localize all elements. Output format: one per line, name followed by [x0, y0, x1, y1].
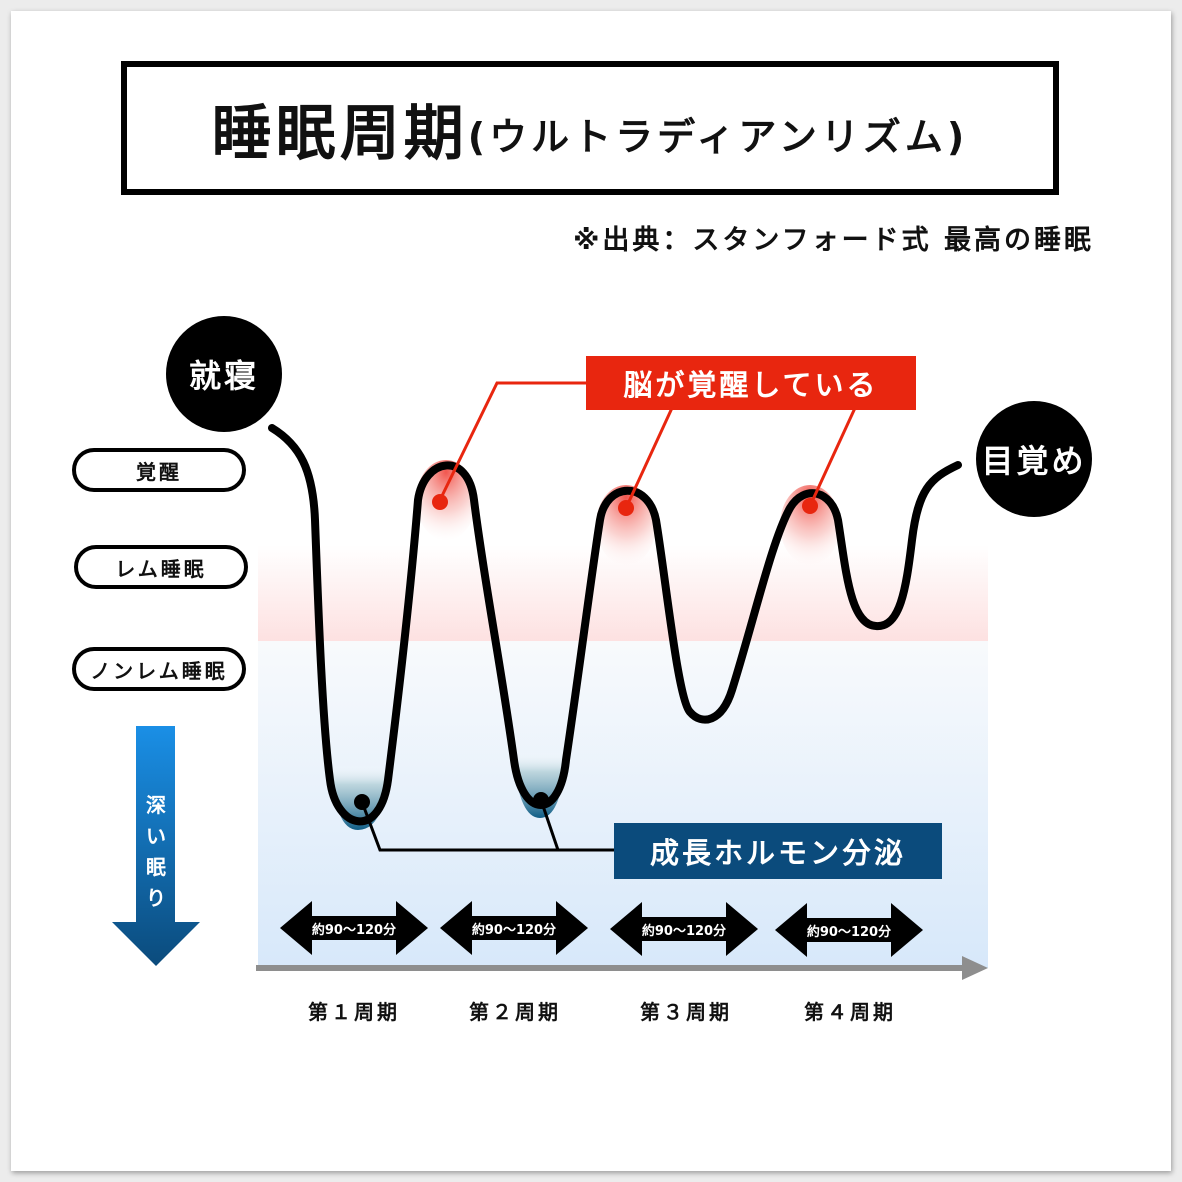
- level-rem: レム睡眠: [74, 545, 248, 589]
- source-note: ※出典：スタンフォード式 最高の睡眠: [573, 225, 1094, 256]
- hormone-dot-2: [533, 792, 549, 808]
- title-box: 睡眠周期 (ウルトラディアンリズム): [121, 61, 1059, 195]
- duration-arrow-icon: [775, 903, 923, 957]
- callout-line-1: [438, 381, 590, 501]
- level-awake: 覚醒: [72, 448, 246, 492]
- level-nonrem: ノンレム睡眠: [72, 647, 246, 691]
- callout-dot-2: [618, 500, 634, 516]
- duration-label: 約90〜120分: [311, 922, 397, 938]
- duration-arrow-icon: [280, 901, 428, 955]
- duration-label: 約90〜120分: [471, 922, 557, 938]
- cycle-label-2: 第２周期: [469, 1000, 561, 1024]
- growth-hormone-callout: 成長ホルモン分泌: [614, 823, 942, 879]
- axis-arrowhead-icon: [962, 956, 988, 980]
- cycle-label-1: 第１周期: [308, 1000, 400, 1024]
- callout-dot-3: [802, 498, 818, 514]
- cycle-label-3: 第３周期: [640, 1000, 732, 1024]
- bedtime-marker: 就寝: [166, 316, 282, 432]
- wakeup-marker: 目覚め: [976, 401, 1092, 517]
- callout-line-2: [624, 407, 674, 509]
- brain-awake-callout: 脳が覚醒している: [586, 356, 916, 410]
- cycle-label-4: 第４周期: [804, 1000, 896, 1024]
- duration-label: 約90〜120分: [641, 923, 727, 939]
- deep-sleep-arrow-icon: [112, 726, 200, 966]
- duration-arrow-icon: [610, 902, 758, 956]
- callout-dot-1: [432, 494, 448, 510]
- page-subtitle: (ウルトラディアンリズム): [467, 114, 969, 159]
- deep-sleep-label: 深い眠り: [146, 793, 166, 910]
- duration-label: 約90〜120分: [806, 924, 892, 940]
- page-title: 睡眠周期: [211, 98, 468, 169]
- hormone-line-2: [539, 799, 560, 851]
- hormone-line: [360, 801, 616, 852]
- callout-line-3: [808, 407, 857, 507]
- hormone-dot-1: [354, 794, 370, 810]
- sleep-curve: [268, 424, 962, 826]
- rem-peak-2: [596, 485, 656, 565]
- duration-arrow-icon: [440, 901, 588, 955]
